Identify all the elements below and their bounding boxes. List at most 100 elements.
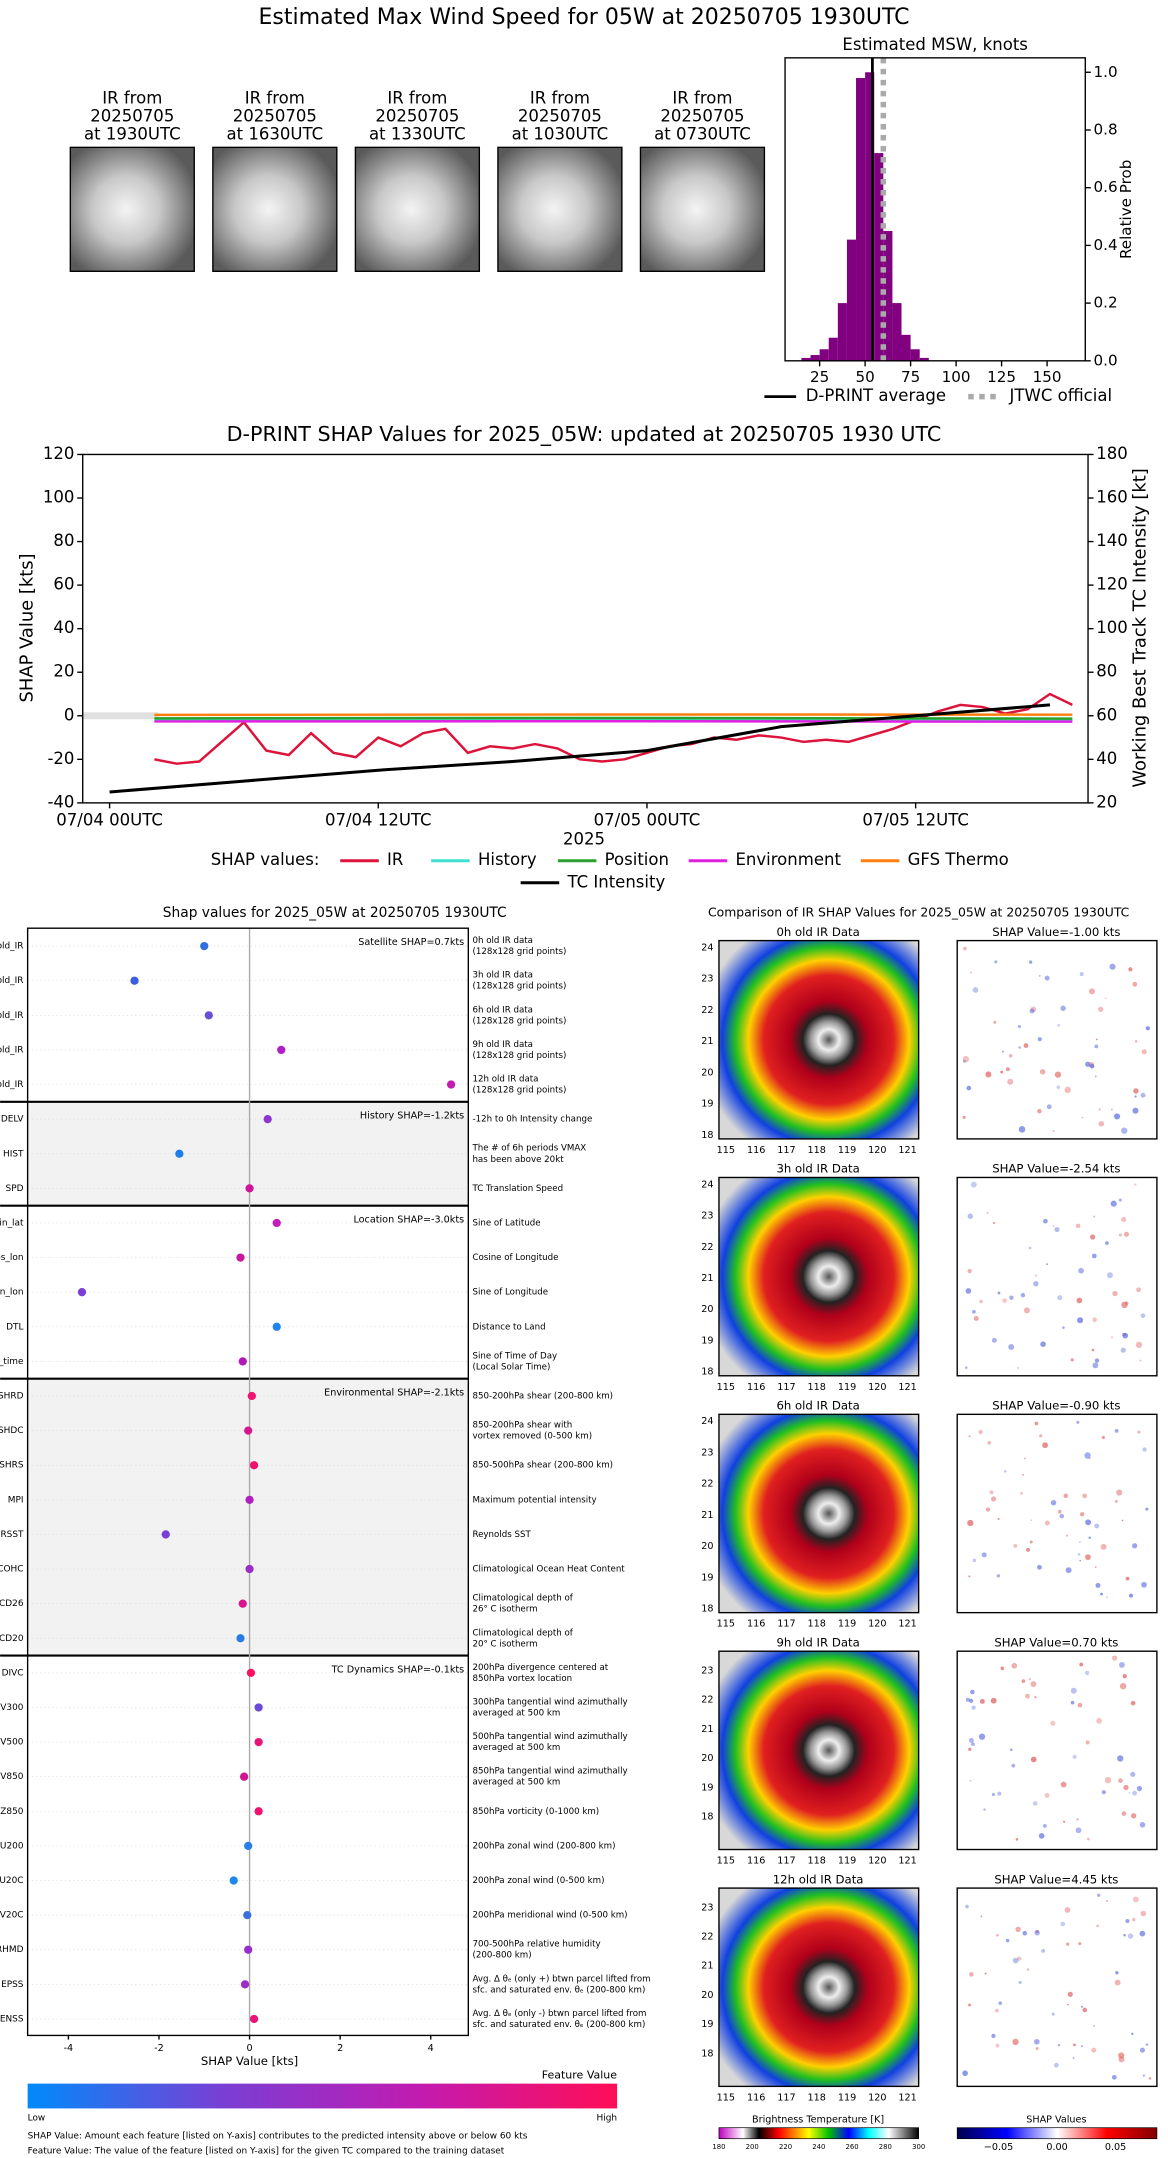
shap-speck bbox=[1132, 1790, 1138, 1796]
shap-speck bbox=[1142, 2074, 1145, 2077]
shap-speck bbox=[1078, 1942, 1082, 1946]
shap-speck bbox=[990, 1697, 997, 1704]
bar bbox=[910, 349, 920, 361]
lon-tick-label: 115 bbox=[717, 1856, 735, 1867]
bt-tick-label: 220 bbox=[779, 2143, 792, 2151]
shap-speck bbox=[1111, 1336, 1113, 1339]
shap-dot bbox=[272, 1218, 281, 1228]
feature-description: 850hPa tangential wind azimuthally bbox=[472, 1767, 627, 1777]
shap-speck bbox=[1066, 1942, 1070, 1946]
shap-speck bbox=[1076, 1818, 1079, 1821]
shap-speck bbox=[1096, 1924, 1100, 1928]
shap-speck bbox=[1079, 1559, 1082, 1562]
feature-name: RHMD bbox=[0, 1945, 24, 1955]
lon-tick-label: 115 bbox=[717, 1619, 735, 1630]
thumbnail-label: IR from bbox=[245, 89, 305, 108]
x-axis-label: 2025 bbox=[563, 830, 605, 849]
shap-speck bbox=[1114, 1979, 1121, 1986]
shap-dot bbox=[244, 1841, 253, 1851]
ir-image bbox=[718, 1413, 920, 1614]
shap-speck bbox=[1050, 1500, 1057, 1506]
x-tick-label: 07/04 12UTC bbox=[325, 810, 432, 829]
lon-tick-label: 120 bbox=[868, 1382, 886, 1393]
shap-tick-label: 0.00 bbox=[1046, 2142, 1067, 2153]
shap-speck bbox=[1070, 1687, 1077, 1694]
y-axis-label: SHAP Value [kts] bbox=[17, 553, 38, 702]
shap-speck bbox=[1119, 1682, 1127, 1690]
feature-name: HIST bbox=[3, 1149, 24, 1159]
shap-speck bbox=[1095, 1582, 1101, 1588]
legend-title: SHAP values: bbox=[211, 850, 320, 869]
lat-tick-label: 18 bbox=[701, 1811, 713, 1822]
shap-dot bbox=[229, 1876, 238, 1885]
feature-description: (128x128 grid points) bbox=[472, 1016, 566, 1026]
shap-speck bbox=[1136, 1785, 1143, 1792]
shap-speck bbox=[1082, 1493, 1088, 1499]
shap-speck bbox=[1122, 1674, 1127, 1679]
shap-speck bbox=[1020, 1491, 1023, 1495]
feature-name: SHRS bbox=[0, 1461, 24, 1471]
lon-tick-label: 117 bbox=[777, 1145, 795, 1156]
feature-name: COHC bbox=[0, 1565, 23, 1575]
shap-speck bbox=[1104, 1776, 1112, 1784]
x-tick-label: 100 bbox=[942, 368, 971, 386]
x-tick-label: 4 bbox=[428, 2043, 434, 2054]
shap-speck bbox=[1033, 1280, 1039, 1287]
shap-panel-title: SHAP Value=-1.00 kts bbox=[992, 925, 1120, 939]
x-tick-label: 150 bbox=[1033, 368, 1062, 386]
shap-speck bbox=[1110, 1108, 1113, 1111]
feature-description: sfc. and saturated env. θₑ (200-800 km) bbox=[472, 2020, 645, 2030]
shap-speck bbox=[989, 1490, 994, 1495]
shap-speck bbox=[1085, 1554, 1091, 1561]
page-title: Estimated Max Wind Speed for 05W at 2025… bbox=[259, 5, 910, 30]
shap-speck bbox=[969, 1779, 972, 1782]
ir-image bbox=[718, 1650, 920, 1851]
comparison-title: Comparison of IR SHAP Values for 2025_05… bbox=[708, 905, 1129, 920]
ir-image bbox=[718, 1887, 920, 2088]
y2-tick-label: 20 bbox=[1096, 792, 1117, 811]
feature-description: 3h old IR data bbox=[472, 971, 533, 981]
legend-label: IR bbox=[387, 850, 403, 869]
shap-speck bbox=[1091, 1348, 1095, 1352]
shap-speck bbox=[1082, 2007, 1088, 2013]
shap-speck bbox=[1117, 1755, 1124, 1762]
shap-speck bbox=[972, 1309, 976, 1314]
lon-tick-label: 117 bbox=[777, 1382, 795, 1393]
x-tick-label: 25 bbox=[810, 368, 829, 386]
shap-speck bbox=[1025, 1693, 1030, 1699]
ir-panel-title: 0h old IR Data bbox=[776, 925, 859, 939]
shap-speck bbox=[1085, 1740, 1090, 1745]
bar bbox=[819, 349, 829, 361]
shap-speck bbox=[1075, 1827, 1082, 1834]
shap-speck bbox=[1115, 1971, 1119, 1975]
lat-tick-label: 19 bbox=[701, 1782, 713, 1793]
shap-speck bbox=[978, 1733, 986, 1740]
legend-label: History bbox=[478, 850, 537, 869]
shap-speck bbox=[1088, 988, 1095, 995]
shap-speck bbox=[990, 1496, 997, 1502]
shap-speck bbox=[994, 960, 998, 964]
shap-speck bbox=[971, 1742, 975, 1747]
lon-tick-label: 118 bbox=[808, 2092, 826, 2103]
shap-speck bbox=[1041, 1948, 1046, 1953]
y2-tick-label: 60 bbox=[1096, 705, 1117, 724]
lon-tick-label: 121 bbox=[898, 1382, 916, 1393]
feature-name: DIVC bbox=[2, 1668, 24, 1678]
lon-tick-label: 120 bbox=[868, 2092, 886, 2103]
shap-image bbox=[956, 1887, 1158, 2088]
y-tick-label: -20 bbox=[47, 749, 74, 768]
shap-speck bbox=[1012, 2038, 1019, 2046]
shap-speck bbox=[1127, 1933, 1134, 1939]
shap-speck bbox=[1098, 1120, 1105, 1127]
thumbnail-label: 20250705 bbox=[518, 107, 602, 126]
y2-axis-label: Working Best Track TC Intensity [kt] bbox=[1129, 468, 1150, 787]
shap-dot bbox=[244, 1426, 253, 1435]
shap-speck bbox=[1032, 1801, 1038, 1806]
ir-thumbnail bbox=[639, 146, 766, 272]
lat-tick-label: 22 bbox=[701, 1479, 713, 1490]
shap-speck bbox=[1004, 1470, 1007, 1473]
shap-speck bbox=[1121, 1216, 1127, 1223]
shap-speck bbox=[1094, 1523, 1100, 1529]
y-tick-label: 20 bbox=[53, 662, 74, 681]
feature-name: U20C bbox=[0, 1876, 23, 1886]
